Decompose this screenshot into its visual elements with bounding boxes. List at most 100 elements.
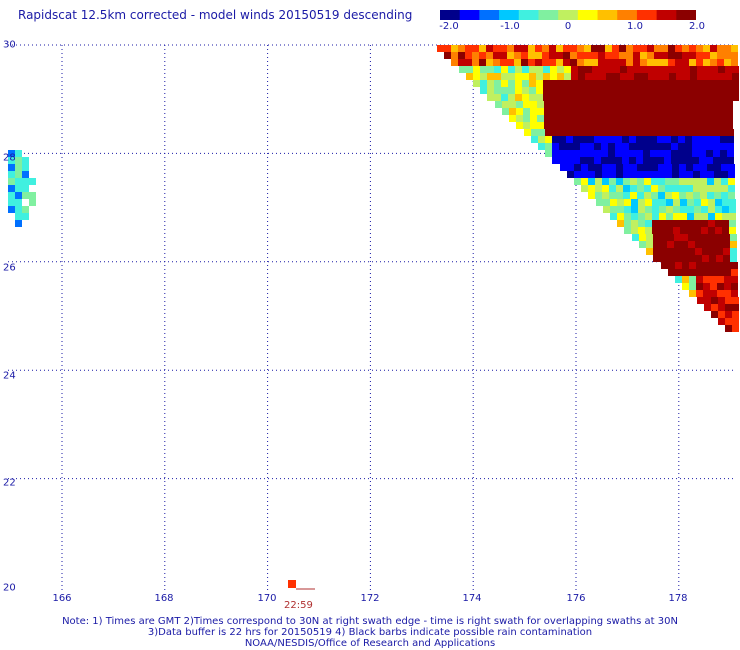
wind-difference-cell bbox=[687, 220, 694, 227]
wind-difference-cell bbox=[673, 206, 680, 213]
note-line-2: 3)Data buffer is 22 hrs for 20150519 4) … bbox=[147, 627, 593, 638]
wind-difference-cell bbox=[631, 227, 638, 234]
wind-difference-cell bbox=[545, 143, 552, 150]
wind-difference-cell bbox=[729, 227, 736, 234]
wind-difference-cell bbox=[725, 325, 732, 332]
wind-difference-cell bbox=[630, 164, 637, 171]
wind-difference-cell bbox=[689, 283, 696, 290]
wind-difference-cell bbox=[543, 87, 550, 94]
wind-difference-cell bbox=[627, 87, 634, 94]
wind-difference-cell bbox=[594, 143, 601, 150]
wind-difference-cell bbox=[550, 87, 557, 94]
wind-difference-cell bbox=[685, 143, 692, 150]
wind-difference-cell bbox=[635, 115, 642, 122]
wind-difference-cell bbox=[672, 171, 679, 178]
wind-difference-cell bbox=[722, 206, 729, 213]
wind-difference-cell bbox=[480, 73, 487, 80]
wind-difference-cell bbox=[693, 185, 700, 192]
wind-difference-cell bbox=[564, 66, 571, 73]
wind-difference-cell bbox=[501, 66, 508, 73]
wind-difference-cell bbox=[686, 164, 693, 171]
lon-label-174: 174 bbox=[462, 593, 482, 604]
wind-difference-cell bbox=[694, 213, 701, 220]
wind-difference-cell bbox=[573, 157, 580, 164]
wind-difference-cell bbox=[595, 171, 602, 178]
wind-difference-cell bbox=[574, 171, 581, 178]
wind-difference-cell bbox=[559, 136, 566, 143]
wind-difference-cell bbox=[634, 87, 641, 94]
wind-difference-cell bbox=[487, 73, 494, 80]
wind-difference-cell bbox=[573, 136, 580, 143]
wind-difference-cell bbox=[701, 213, 708, 220]
wind-difference-cell bbox=[677, 115, 684, 122]
wind-difference-cell bbox=[714, 164, 721, 171]
wind-difference-cell bbox=[659, 220, 666, 227]
wind-difference-cell bbox=[522, 94, 529, 101]
wind-difference-cell bbox=[711, 311, 718, 318]
wind-difference-cell bbox=[655, 73, 662, 80]
wind-difference-cell bbox=[703, 290, 710, 297]
wind-difference-cell bbox=[566, 129, 573, 136]
wind-difference-cell bbox=[550, 94, 557, 101]
wind-difference-cell bbox=[708, 213, 715, 220]
wind-difference-cell bbox=[699, 129, 706, 136]
wind-difference-cell bbox=[551, 108, 558, 115]
wind-difference-cell bbox=[656, 108, 663, 115]
wind-difference-cell bbox=[288, 580, 296, 588]
wind-difference-cell bbox=[500, 52, 507, 59]
wind-difference-cell bbox=[493, 59, 500, 66]
wind-difference-cell bbox=[473, 80, 480, 87]
wind-difference-cell bbox=[682, 45, 689, 52]
wind-difference-cell bbox=[494, 73, 501, 80]
wind-difference-cell bbox=[544, 115, 551, 122]
wind-difference-cell bbox=[720, 150, 727, 157]
wind-difference-cell bbox=[521, 52, 528, 59]
wind-difference-cell bbox=[588, 178, 595, 185]
wind-difference-cell bbox=[557, 87, 564, 94]
wind-difference-cell bbox=[515, 73, 522, 80]
wind-difference-cell bbox=[630, 185, 637, 192]
wind-difference-cell bbox=[551, 115, 558, 122]
wind-difference-cell bbox=[544, 108, 551, 115]
wind-difference-cell bbox=[559, 150, 566, 157]
wind-difference-cell bbox=[577, 52, 584, 59]
wind-difference-cell bbox=[571, 66, 578, 73]
wind-difference-cell bbox=[659, 199, 666, 206]
wind-difference-cell bbox=[638, 213, 645, 220]
wind-difference-cell bbox=[29, 192, 36, 199]
colorbar-swatch bbox=[577, 10, 599, 20]
wind-difference-cell bbox=[595, 164, 602, 171]
wind-difference-cell bbox=[572, 115, 579, 122]
wind-difference-cell bbox=[542, 59, 549, 66]
wind-difference-cell bbox=[683, 94, 690, 101]
wind-difference-cell bbox=[580, 143, 587, 150]
wind-difference-cell bbox=[675, 52, 682, 59]
wind-difference-cell bbox=[691, 115, 698, 122]
wind-difference-cell bbox=[662, 73, 669, 80]
wind-difference-cell bbox=[536, 94, 543, 101]
wind-difference-cell bbox=[515, 94, 522, 101]
wind-difference-cell bbox=[535, 45, 542, 52]
wind-difference-cell bbox=[662, 66, 669, 73]
colorbar-label-zero: 0 bbox=[564, 21, 572, 32]
wind-difference-cell bbox=[480, 80, 487, 87]
wind-difference-cell bbox=[705, 115, 712, 122]
wind-difference-cell bbox=[619, 52, 626, 59]
wind-difference-cell bbox=[528, 52, 535, 59]
wind-difference-cell bbox=[659, 206, 666, 213]
wind-difference-cell bbox=[688, 241, 695, 248]
wind-difference-cell bbox=[564, 73, 571, 80]
wind-difference-cell bbox=[669, 66, 676, 73]
wind-difference-cell bbox=[588, 164, 595, 171]
wind-difference-cell bbox=[608, 143, 615, 150]
wind-difference-cell bbox=[628, 122, 635, 129]
wind-difference-cell bbox=[509, 115, 516, 122]
wind-difference-cell bbox=[684, 108, 691, 115]
wind-difference-cell bbox=[644, 192, 651, 199]
wind-difference-cell bbox=[663, 115, 670, 122]
wind-difference-cell bbox=[672, 164, 679, 171]
wind-difference-cell bbox=[615, 143, 622, 150]
wind-difference-cell bbox=[559, 143, 566, 150]
wind-difference-cell bbox=[514, 52, 521, 59]
wind-difference-cell bbox=[500, 59, 507, 66]
